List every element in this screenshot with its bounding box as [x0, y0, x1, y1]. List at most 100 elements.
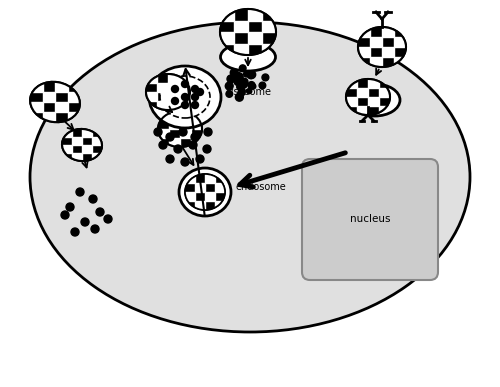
Bar: [382, 27, 394, 37]
Bar: [62, 145, 72, 153]
Circle shape: [203, 145, 211, 153]
Ellipse shape: [358, 27, 406, 67]
Circle shape: [227, 75, 235, 83]
Text: endosome: endosome: [235, 182, 286, 192]
Circle shape: [236, 84, 243, 90]
Circle shape: [61, 211, 69, 219]
Bar: [262, 43, 276, 55]
Ellipse shape: [350, 84, 400, 116]
Circle shape: [181, 158, 189, 166]
Circle shape: [196, 155, 204, 163]
Bar: [179, 101, 190, 110]
Text: lysosome: lysosome: [225, 87, 271, 97]
Bar: [68, 92, 80, 102]
Bar: [72, 137, 82, 145]
Bar: [157, 101, 168, 110]
Circle shape: [179, 128, 187, 136]
Bar: [180, 129, 191, 138]
Bar: [185, 192, 195, 201]
Bar: [262, 21, 276, 32]
Circle shape: [66, 203, 74, 211]
Ellipse shape: [30, 82, 80, 122]
Bar: [248, 32, 262, 43]
Circle shape: [236, 93, 244, 101]
Circle shape: [172, 98, 178, 104]
Bar: [358, 47, 370, 57]
Circle shape: [91, 225, 99, 233]
Bar: [169, 138, 180, 147]
Bar: [146, 74, 157, 83]
Bar: [215, 201, 225, 210]
Bar: [158, 111, 169, 120]
Circle shape: [248, 71, 256, 79]
Bar: [92, 137, 102, 145]
Bar: [42, 92, 55, 102]
Circle shape: [239, 80, 248, 88]
Circle shape: [166, 133, 174, 141]
Bar: [62, 129, 72, 137]
Circle shape: [248, 82, 255, 89]
Bar: [158, 129, 169, 138]
Bar: [358, 27, 370, 37]
Circle shape: [182, 94, 188, 101]
Circle shape: [81, 218, 89, 226]
Ellipse shape: [158, 111, 202, 147]
Bar: [30, 102, 42, 112]
Bar: [68, 112, 80, 122]
Circle shape: [196, 89, 203, 96]
Circle shape: [182, 101, 188, 108]
Circle shape: [230, 69, 238, 77]
Circle shape: [76, 188, 84, 196]
Bar: [42, 112, 55, 122]
Circle shape: [192, 94, 198, 101]
Circle shape: [259, 82, 266, 89]
Ellipse shape: [179, 168, 231, 216]
Bar: [394, 37, 406, 47]
Circle shape: [89, 195, 97, 203]
Bar: [234, 21, 248, 32]
Circle shape: [154, 128, 162, 136]
Bar: [394, 57, 406, 67]
Circle shape: [248, 71, 252, 76]
Circle shape: [234, 78, 241, 86]
Circle shape: [174, 145, 182, 153]
Bar: [195, 183, 205, 192]
Circle shape: [96, 208, 104, 216]
Ellipse shape: [62, 129, 102, 161]
Ellipse shape: [30, 22, 470, 332]
Bar: [195, 201, 205, 210]
Circle shape: [247, 71, 254, 79]
Bar: [180, 111, 191, 120]
Ellipse shape: [160, 76, 210, 118]
Bar: [346, 79, 357, 88]
Bar: [379, 106, 390, 115]
Bar: [368, 97, 379, 106]
Bar: [220, 32, 234, 43]
Ellipse shape: [149, 66, 221, 128]
Ellipse shape: [185, 174, 225, 210]
Bar: [370, 37, 382, 47]
Circle shape: [192, 101, 198, 108]
Bar: [220, 9, 234, 21]
Bar: [215, 183, 225, 192]
Circle shape: [241, 78, 248, 85]
FancyBboxPatch shape: [302, 159, 438, 280]
Circle shape: [166, 155, 174, 163]
Ellipse shape: [220, 9, 276, 55]
Bar: [234, 43, 248, 55]
Bar: [92, 153, 102, 161]
Bar: [179, 83, 190, 92]
Bar: [191, 138, 202, 147]
Ellipse shape: [346, 79, 390, 115]
Circle shape: [182, 80, 188, 87]
Circle shape: [234, 73, 243, 82]
Bar: [248, 9, 262, 21]
Bar: [382, 47, 394, 57]
Bar: [168, 92, 179, 101]
Bar: [370, 57, 382, 67]
Circle shape: [246, 89, 252, 94]
Bar: [205, 174, 215, 183]
Bar: [146, 92, 157, 101]
Circle shape: [104, 215, 112, 223]
Bar: [157, 83, 168, 92]
